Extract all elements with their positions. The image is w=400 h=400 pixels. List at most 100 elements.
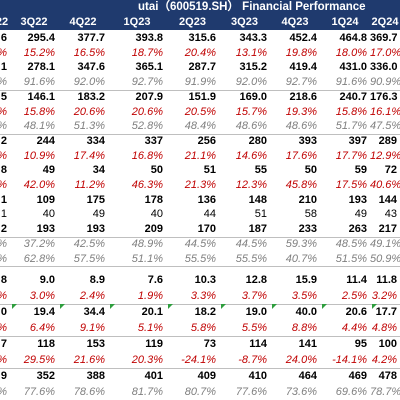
table-cell: 52.8%: [131, 120, 163, 133]
table-cell: 3.7%: [241, 290, 267, 302]
table-cell: 136: [197, 193, 216, 206]
table-cell: 95: [354, 338, 367, 350]
table-cell: 2: [0, 223, 7, 236]
table-cell: 207.9: [135, 90, 163, 103]
table-cell: 233: [298, 223, 317, 236]
row-separator: [0, 89, 400, 91]
table-cell: 80.7%: [184, 386, 216, 398]
table-cell: 336.0: [370, 61, 398, 74]
table-cell: 12.3%: [235, 179, 267, 191]
table-cell: 34: [92, 164, 105, 177]
table-cell: 9.0: [39, 274, 55, 286]
table-cell: 42.0%: [23, 179, 55, 191]
table-cell: 29.5%: [23, 354, 55, 366]
table-cell: 5: [0, 90, 7, 103]
table-cell: 178: [144, 193, 163, 206]
table-cell: 10.3: [194, 274, 216, 286]
table-cell: 144: [378, 193, 397, 206]
table-cell: %: [0, 149, 10, 164]
table-cell: 148: [248, 193, 267, 206]
table-cell: 50: [304, 164, 317, 177]
table-cell: 55.5%: [184, 252, 216, 265]
table-cell: 21.1%: [184, 149, 216, 162]
table-cell: 14.6%: [235, 149, 267, 162]
column-header: 22: [0, 16, 9, 28]
table-cell: 21.6%: [73, 354, 105, 366]
table-cell: 410: [248, 370, 267, 382]
table-cell: 3.5%: [291, 290, 317, 302]
table-cell: 278.1: [27, 61, 55, 74]
table-cell: 397: [348, 134, 367, 147]
table-cell: 315.6: [188, 32, 216, 44]
table-cell: 44.5%: [235, 237, 267, 250]
table-cell: 244: [36, 134, 55, 147]
table-cell: 43: [384, 208, 397, 221]
table-cell: 289: [378, 134, 397, 147]
table-cell: 42.5%: [73, 237, 105, 250]
row-separator: [0, 236, 400, 238]
table-cell: 49: [354, 208, 367, 221]
table-cell: 40.7%: [285, 252, 317, 265]
table-cell: %: [0, 384, 10, 400]
table-cell: 17.6%: [285, 149, 317, 162]
table-cell: 5.1%: [137, 322, 163, 334]
table-cell: 347.6: [77, 61, 105, 74]
table-cell: -14.1%: [332, 354, 367, 366]
table-cell: 388: [86, 370, 105, 382]
table-cell: %: [0, 178, 10, 193]
table-cell: 3.3%: [190, 290, 216, 302]
table-cell: %: [0, 288, 10, 304]
table-cell: 17.0%: [370, 46, 400, 59]
table-cell: 50: [150, 164, 163, 177]
table-cell: 369.7: [370, 32, 398, 44]
table-cell: 90.9%: [370, 76, 400, 89]
table-cell: 0: [0, 306, 7, 318]
table-cell: 49.1%: [370, 237, 400, 250]
table-cell: 48.4%: [184, 120, 216, 133]
table-cell: 478: [378, 370, 397, 382]
table-cell: 295.4: [27, 32, 55, 44]
table-cell: 13.1%: [235, 46, 267, 59]
table-cell: -8.7%: [238, 354, 267, 366]
table-cell: 146.1: [27, 90, 55, 103]
table-cell: 4.4%: [341, 322, 367, 334]
table-cell: %: [0, 252, 10, 267]
table-cell: 4.8%: [371, 322, 397, 334]
table-cell: 8: [0, 274, 7, 286]
table-cell: 11.8: [376, 274, 397, 286]
column-header: 3Q22: [20, 16, 48, 28]
table-cell: 16.5%: [73, 46, 105, 59]
table-cell: 48.6%: [285, 120, 317, 133]
table-cell: 58: [304, 208, 317, 221]
table-cell: %: [0, 75, 10, 90]
table-cell: 20.6%: [131, 105, 163, 118]
table-cell: 59.3%: [285, 237, 317, 250]
table-cell: 51: [254, 208, 267, 221]
table-cell: %: [0, 352, 10, 368]
table-cell: 17.7: [370, 304, 400, 320]
table-cell: 7: [0, 338, 7, 350]
table-cell: 10.9%: [23, 149, 55, 162]
table-cell: 15.8%: [23, 105, 55, 118]
table-cell: 100: [378, 338, 397, 350]
table-cell: 263: [348, 223, 367, 236]
table-cell: 73.6%: [285, 386, 317, 398]
table-cell: 50.9%: [370, 252, 400, 265]
table-cell: 17.4%: [73, 149, 105, 162]
table-cell: 44.5%: [184, 237, 216, 250]
table-cell: 81.7%: [131, 386, 163, 398]
table-cell: 92.7%: [285, 76, 317, 89]
table-cell: 431.0: [339, 61, 367, 74]
table-cell: 59: [354, 164, 367, 177]
table-cell: 47.5%: [370, 120, 400, 133]
table-title: utai（600519.SH） Financial Performance: [138, 1, 366, 13]
table-cell: 118: [37, 338, 55, 350]
table-cell: 193: [348, 193, 367, 206]
table-cell: 1.9%: [137, 290, 163, 302]
table-cell: 365.1: [135, 61, 163, 74]
table-cell: 20.6%: [73, 105, 105, 118]
table-cell: 78.7%: [370, 386, 400, 398]
table-cell: 20.1: [108, 304, 166, 320]
table-cell: 57.5%: [73, 252, 105, 265]
